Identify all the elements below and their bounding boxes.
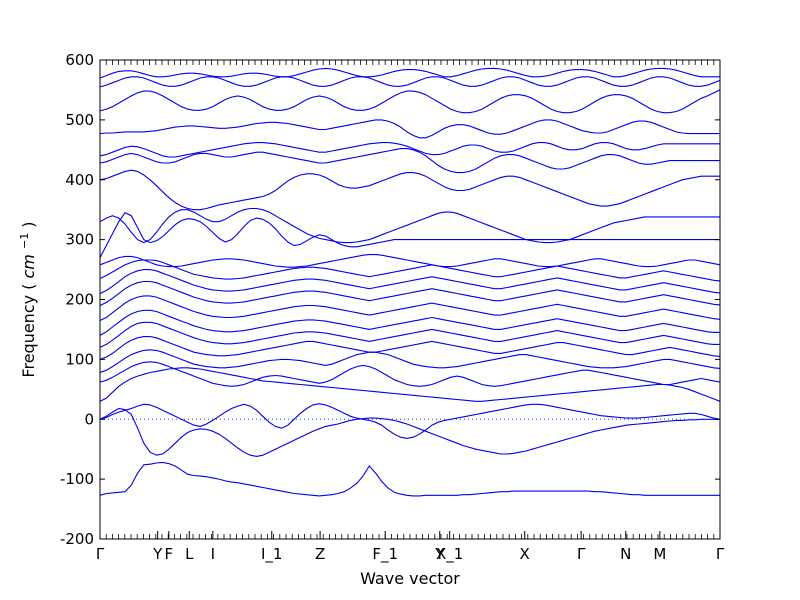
y-tick-label: 200 <box>65 291 94 309</box>
x-tick-label: Z <box>315 545 325 563</box>
band-line-23 <box>99 67 720 79</box>
band-line-21 <box>99 89 721 114</box>
band-line-9 <box>99 309 720 336</box>
x-tick-label: Y <box>434 545 445 563</box>
band-line-8 <box>99 321 720 348</box>
y-axis-label: Frequency ( cm −1 ) <box>13 221 38 377</box>
band-line-7 <box>99 336 721 360</box>
band-line-13 <box>99 259 721 282</box>
x-tick-label: I <box>211 545 215 563</box>
band-line-12 <box>99 269 721 294</box>
x-tick-label: F_1 <box>372 545 398 564</box>
y-tick-label: 400 <box>65 171 94 189</box>
x-tick-label: Y <box>152 545 163 563</box>
band-line-11 <box>99 280 721 306</box>
y-axis-label-paren-open: ( <box>19 284 38 290</box>
band-line-5 <box>99 361 721 387</box>
x-tick-label: X_1 <box>436 545 463 564</box>
plot-frame <box>99 59 721 540</box>
band-line-14 <box>99 254 721 268</box>
y-tick-label: 0 <box>84 410 94 428</box>
band-line-20 <box>99 119 720 139</box>
y-axis-ticks: -200 -100 0 100 200 300 400 500 600 <box>60 51 720 548</box>
x-tick-label: Γ <box>96 545 105 563</box>
y-tick-label: 600 <box>65 51 94 69</box>
band-line-4 <box>99 367 721 402</box>
band-line-22 <box>99 76 721 88</box>
x-tick-label: Γ <box>716 545 725 563</box>
y-tick-label: 300 <box>65 231 94 249</box>
band-line-1 <box>99 461 720 497</box>
y-axis-label-text: Frequency <box>19 295 38 378</box>
y-axis-label-paren-close: ) <box>19 221 38 227</box>
band-line-3 <box>99 403 721 439</box>
x-tick-label: I_1 <box>261 545 282 564</box>
band-line-6 <box>99 349 721 374</box>
x-axis-ticks: Γ Y F L I I_1 Z F_1 YX_1 X Γ N M Γ <box>96 60 725 564</box>
x-tick-label: M <box>653 545 666 563</box>
x-axis-label: Wave vector <box>360 569 460 588</box>
band-line-18 <box>99 148 720 174</box>
band-lines <box>99 67 721 497</box>
x-tick-label: L <box>185 545 194 563</box>
y-tick-label: -200 <box>60 530 94 548</box>
band-line-16 <box>99 207 720 244</box>
y-tick-label: 500 <box>65 111 94 129</box>
y-axis-label-unit-exponent: −1 <box>18 233 31 249</box>
y-tick-label: 100 <box>65 350 94 368</box>
y-axis-label-unit: cm <box>19 254 38 278</box>
band-line-2 <box>99 407 720 457</box>
band-line-19 <box>99 142 720 158</box>
band-line-15 <box>99 212 720 258</box>
x-tick-label: Γ <box>577 545 586 563</box>
band-line-10 <box>99 295 721 321</box>
x-tick-label: X <box>520 545 530 563</box>
y-tick-label: -100 <box>60 470 94 488</box>
band-line-17 <box>99 169 720 211</box>
x-tick-label: N <box>620 545 631 563</box>
x-tick-label: F <box>164 545 173 563</box>
